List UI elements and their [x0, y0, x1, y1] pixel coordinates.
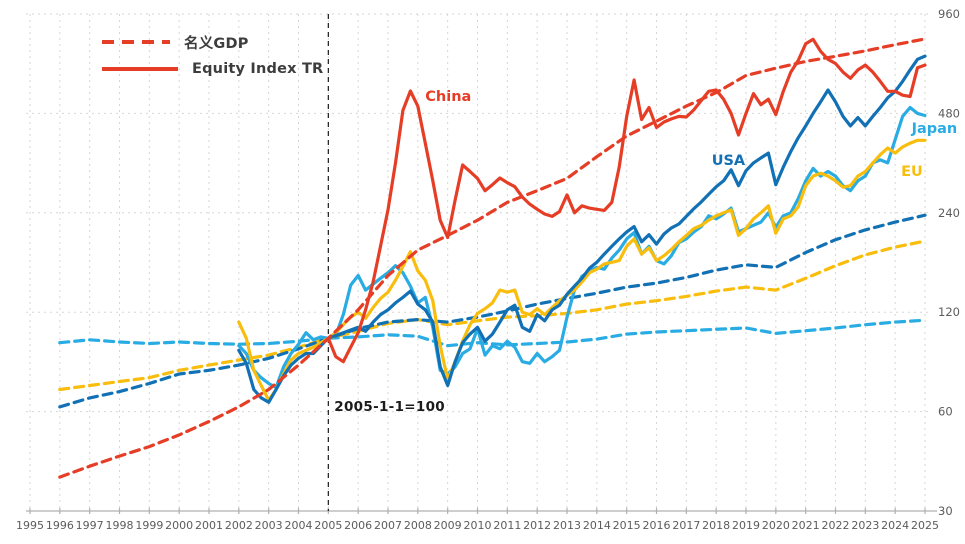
y-tick-label: 480 — [938, 106, 960, 120]
y-tick-label: 960 — [938, 7, 960, 21]
x-tick-label: 1997 — [76, 519, 104, 532]
rebase-annotation: 2005-1-1=100 — [334, 398, 445, 415]
x-tick-label: 2008 — [404, 519, 432, 532]
x-tick-label: 2015 — [613, 519, 641, 532]
series-label-eu: EU — [901, 164, 923, 181]
y-tick-label: 240 — [938, 206, 960, 220]
series-line-usa-名义gdp — [58, 213, 927, 409]
x-tick-label: 1998 — [106, 519, 134, 532]
series-label-china: China — [425, 88, 472, 105]
x-tick-label: 2007 — [374, 519, 402, 532]
x-tick-label: 1999 — [135, 519, 163, 532]
x-tick-label: 2012 — [523, 519, 551, 532]
x-tick-label: 2004 — [285, 519, 313, 532]
x-tick-label: 2003 — [255, 519, 283, 532]
x-tick-label: 2019 — [732, 519, 760, 532]
series-line-japan-名义gdp — [58, 318, 927, 348]
x-tick-label: 2025 — [911, 519, 939, 532]
x-tick-label: 2009 — [434, 519, 462, 532]
x-tick-label: 2014 — [583, 519, 611, 532]
x-tick-label: 2022 — [822, 519, 850, 532]
series-line-eu-名义gdp — [58, 239, 927, 392]
x-tick-label: 2024 — [881, 519, 909, 532]
series-line-usa-equity-index-tr — [237, 54, 927, 404]
x-tick-label: 2018 — [702, 519, 730, 532]
x-tick-label: 2020 — [762, 519, 790, 532]
y-tick-label: 60 — [938, 405, 953, 419]
x-tick-label: 2023 — [851, 519, 879, 532]
x-tick-label: 2006 — [344, 519, 372, 532]
solid-line-swatch — [102, 67, 178, 71]
x-tick-label: 2001 — [195, 519, 223, 532]
series-line-china-equity-index-tr — [326, 37, 927, 364]
x-tick-label: 2013 — [553, 519, 581, 532]
x-tick-label: 2011 — [493, 519, 521, 532]
x-tick-label: 2002 — [225, 519, 253, 532]
series-line-china-名义gdp — [58, 37, 927, 479]
y-tick-label: 120 — [938, 305, 960, 319]
legend-label-gdp: 名义GDP — [184, 35, 249, 52]
x-tick-label: 2016 — [643, 519, 671, 532]
x-tick-label: 2017 — [672, 519, 700, 532]
x-tick-label: 2010 — [464, 519, 492, 532]
x-tick-label: 2021 — [792, 519, 820, 532]
x-tick-label: 2000 — [165, 519, 193, 532]
x-tick-label: 1996 — [46, 519, 74, 532]
y-tick-label: 30 — [938, 504, 953, 518]
x-tick-label: 1995 — [16, 519, 44, 532]
series-label-japan: Japan — [911, 121, 958, 138]
legend-item-gdp: 名义GDP — [100, 33, 323, 52]
legend-label-equity: Equity Index TR — [192, 61, 324, 77]
legend-item-equity: Equity Index TR — [100, 60, 323, 78]
series-line-japan-equity-index-tr — [237, 105, 927, 390]
x-tick-label: 2005 — [314, 519, 342, 532]
dashed-line-swatch — [102, 40, 170, 44]
series-label-usa: USA — [711, 153, 746, 170]
legend: 名义GDP Equity Index TR — [100, 33, 323, 78]
